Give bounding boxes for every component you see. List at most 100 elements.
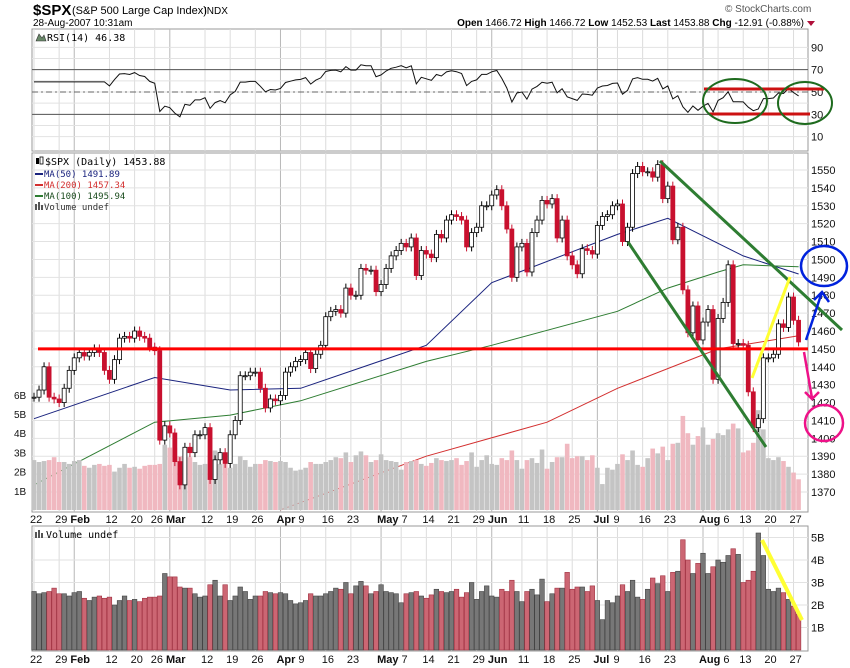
volume-bar <box>715 559 721 651</box>
price-tick-label: 1540 <box>811 183 835 195</box>
volume-tick-label: 4B <box>811 555 824 567</box>
x-tick-label: 18 <box>543 654 555 666</box>
volume-overlay-bar <box>479 460 484 510</box>
candle-body <box>373 269 379 293</box>
x-tick-label: 7 <box>401 654 407 666</box>
volume-icon <box>35 202 43 210</box>
x-tick-label: Feb <box>70 654 90 666</box>
volume-bar <box>685 559 691 651</box>
volume-bar <box>765 588 771 651</box>
volume-bar <box>700 552 706 651</box>
candle-body <box>605 214 610 217</box>
stockcharts-watermark: © StockCharts.com <box>725 4 811 15</box>
symbol: $SPX <box>33 2 71 19</box>
candle-body <box>469 232 475 248</box>
volume-bar <box>363 585 369 651</box>
candle-body <box>730 264 736 344</box>
candle-body <box>192 434 198 454</box>
candle-body <box>771 353 776 359</box>
volume-bar <box>66 595 72 651</box>
x-tick-label: 6 <box>723 654 729 666</box>
volume-overlay-bar <box>263 460 268 510</box>
volume-tick-label: 5B <box>811 533 824 545</box>
candle-body <box>735 343 741 345</box>
candle-body <box>182 446 188 486</box>
rsi-green-circle <box>777 81 833 125</box>
volume-bar <box>650 577 656 651</box>
candle-body <box>494 189 500 196</box>
candle-body <box>217 452 223 461</box>
x-tick-label: Apr <box>276 514 296 526</box>
volume-bar <box>167 576 173 651</box>
volume-bar <box>41 592 47 651</box>
candle-body <box>177 461 183 486</box>
volume-bar <box>770 591 777 651</box>
volume-bar <box>519 601 525 651</box>
volume-bar <box>157 595 163 651</box>
volume-overlay-bar <box>454 458 459 510</box>
x-tick-label: 11 <box>518 654 529 666</box>
candle-body <box>615 203 620 207</box>
candle-body <box>172 432 178 463</box>
volume-overlay-bar <box>675 442 681 510</box>
x-tick-label: 20 <box>764 514 776 526</box>
x-tick-label: 25 <box>568 514 580 526</box>
candle-body <box>680 226 686 291</box>
candle-body <box>484 205 490 208</box>
candle-body <box>675 226 681 241</box>
candle-body <box>474 226 480 234</box>
candle-body <box>554 198 560 239</box>
volume-overlay-bar <box>579 456 585 510</box>
volume-bar <box>609 602 616 651</box>
volume-overlay-bar <box>192 462 198 510</box>
candle-body <box>222 452 228 464</box>
x-tick-label: 20 <box>131 654 143 666</box>
candle-body <box>343 287 349 314</box>
volume-bar <box>121 595 128 651</box>
candle-body <box>197 434 203 437</box>
volume-overlay-bar <box>554 457 560 510</box>
x-tick-label: 22 <box>30 654 42 666</box>
x-tick-label: 16 <box>639 514 651 526</box>
volume-overlay-bar <box>424 465 429 510</box>
volume-bar <box>695 563 701 651</box>
volume-overlay-bar <box>268 461 273 510</box>
volume-overlay-bar <box>71 461 77 510</box>
volume-bar <box>780 592 787 651</box>
volume-overlay-tick-label: 1B <box>14 487 27 498</box>
volume-overlay-bar <box>564 443 570 510</box>
candle-body <box>403 242 409 248</box>
candle-body <box>293 361 298 368</box>
volume-panel-legend: Volume undef <box>46 530 118 541</box>
volume-overlay-bar <box>720 435 726 510</box>
volume-overlay-bar <box>645 458 650 510</box>
candle-body <box>71 357 77 371</box>
candle-body <box>589 250 595 255</box>
volume-bar <box>529 588 535 651</box>
volume-bar <box>740 582 746 651</box>
volume-bar <box>655 583 661 651</box>
candle-body <box>776 323 781 355</box>
pink-arrow-icon <box>802 351 820 401</box>
volume-bar <box>720 561 726 651</box>
x-tick-label: 9 <box>613 654 619 666</box>
volume-overlay-bar <box>333 457 339 510</box>
volume-overlay-bar <box>117 467 122 510</box>
volume-bar <box>242 591 248 651</box>
volume-bar <box>297 602 304 651</box>
rsi-legend: RSI(14) 46.38 <box>47 33 125 44</box>
x-tick-label: 19 <box>226 514 238 526</box>
volume-overlay-bar <box>625 460 630 510</box>
volume-bar <box>46 591 52 651</box>
volume-overlay-bar <box>61 462 67 510</box>
x-tick-label: 7 <box>401 514 407 526</box>
candle-body <box>408 237 414 248</box>
volume-bar <box>237 586 243 651</box>
candle-body <box>504 205 510 230</box>
candle-body <box>433 234 439 259</box>
legends: RSI(14) 46.38 $SPX (Daily) 1453.88 MA(50… <box>35 33 165 541</box>
volume-overlay-bar <box>630 450 635 510</box>
candle-body <box>112 359 117 380</box>
candle-body <box>378 284 384 293</box>
